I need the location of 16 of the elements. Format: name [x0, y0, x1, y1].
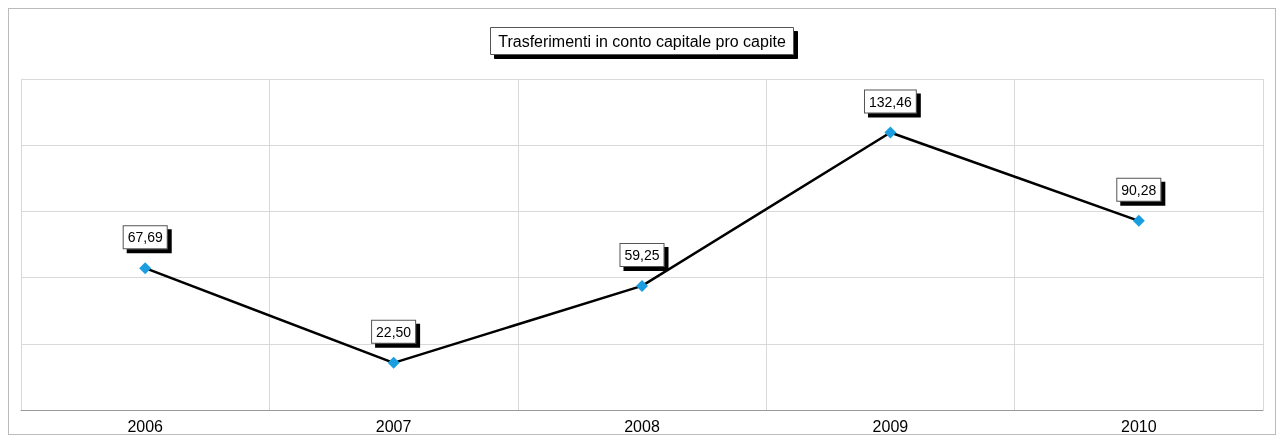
chart-title: Trasferimenti in conto capitale pro capite: [498, 32, 786, 50]
point: [387, 356, 400, 369]
x-tick-label: 2009: [872, 417, 909, 435]
data-label: 59,25: [624, 246, 660, 263]
x-tick-label: 2010: [1121, 417, 1157, 435]
data-label: 67,69: [127, 229, 163, 246]
data-label: 132,46: [868, 93, 913, 110]
data-label: 90,28: [1121, 181, 1157, 198]
point: [139, 262, 152, 275]
x-tick-label: 2007: [375, 417, 412, 435]
point: [636, 279, 648, 292]
point: [1132, 214, 1145, 227]
x-tick-label: 2008: [624, 417, 660, 435]
x-tick-label: 2006: [127, 417, 164, 435]
data-label: 22,50: [376, 323, 412, 340]
point: [884, 126, 897, 139]
